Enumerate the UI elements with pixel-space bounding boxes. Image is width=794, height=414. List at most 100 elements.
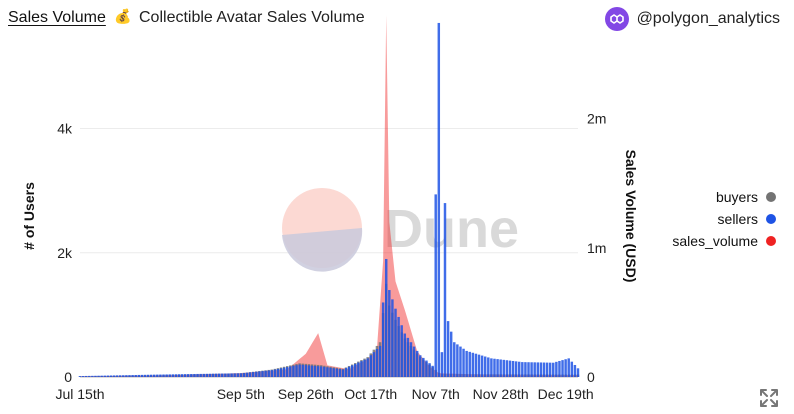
bar-sellers: [171, 374, 175, 377]
bar-sellers: [375, 349, 379, 377]
chart-title-link[interactable]: Sales Volume: [8, 9, 106, 26]
legend-swatch-sellers: [766, 214, 776, 224]
bar-sellers: [221, 373, 224, 377]
bar-sellers: [502, 359, 505, 377]
bar-sellers: [456, 344, 459, 377]
legend-item-sellers[interactable]: sellers: [672, 208, 776, 230]
bar-sellers: [88, 375, 91, 377]
bar-sellers: [431, 365, 434, 377]
bar-sellers: [422, 357, 425, 377]
x-tick-label: Sep 26th: [278, 386, 334, 402]
legend-item-buyers[interactable]: buyers: [672, 186, 776, 208]
bar-sellers: [162, 374, 165, 377]
bar-sellers: [174, 374, 178, 377]
bar-sellers: [570, 361, 574, 377]
bar-sellers: [122, 375, 125, 377]
bar-sellers: [561, 360, 564, 377]
bar-sellers: [360, 361, 363, 377]
y-left-axis-label: # of Users: [21, 182, 37, 250]
bar-sellers: [94, 375, 97, 377]
bar-sellers: [196, 373, 199, 377]
bar-sellers: [344, 368, 348, 377]
legend-swatch-buyers: [766, 192, 776, 202]
bar-sellers: [100, 375, 103, 377]
bar-sellers: [397, 316, 400, 377]
bar-sellers: [459, 346, 462, 377]
bar-sellers: [112, 375, 116, 377]
bar-sellers: [419, 355, 422, 377]
bar-sellers: [323, 366, 326, 377]
bar-sellers: [496, 359, 499, 377]
dune-logo-icon: [282, 228, 363, 272]
bar-sellers: [236, 373, 239, 377]
bar-sellers: [230, 373, 233, 377]
bar-sellers: [440, 352, 444, 377]
bar-sellers: [477, 354, 481, 377]
expand-arrows-icon[interactable]: [758, 387, 780, 409]
y-left-tick-label: 0: [64, 369, 72, 385]
legend-label-sellers: sellers: [717, 211, 758, 227]
bar-sellers: [279, 368, 283, 377]
bar-sellers: [251, 372, 255, 377]
bar-sellers: [227, 373, 230, 377]
bar-sellers: [341, 369, 345, 377]
bar-sellers: [320, 366, 323, 377]
chart-header: Sales Volume 💰 Collectible Avatar Sales …: [8, 6, 794, 32]
bar-sellers: [514, 361, 518, 377]
bar-sellers: [552, 362, 555, 377]
brand-link[interactable]: @polygon_analytics: [604, 6, 780, 32]
bar-sellers: [487, 357, 490, 377]
bar-sellers: [372, 352, 376, 377]
bar-sellers: [335, 368, 338, 377]
bar-sellers: [465, 350, 468, 377]
chart-legend: buyers sellers sales_volume: [672, 186, 776, 252]
bar-sellers: [499, 359, 502, 377]
money-bag-icon: 💰: [114, 8, 132, 24]
y-left-tick-label: 2k: [57, 245, 73, 261]
bar-sellers: [91, 375, 94, 377]
bar-sellers: [558, 360, 561, 377]
bar-sellers: [208, 373, 212, 377]
bar-sellers: [313, 365, 317, 377]
bar-sellers: [573, 364, 577, 377]
bar-sellers: [524, 362, 527, 377]
bar-sellers: [533, 362, 536, 377]
bar-sellers: [412, 346, 416, 377]
bar-sellers: [567, 358, 570, 377]
bar-sellers: [518, 361, 521, 377]
bar-sellers: [128, 375, 131, 377]
bar-sellers: [84, 375, 88, 377]
bar-sellers: [304, 365, 308, 377]
bar-sellers: [140, 374, 144, 377]
bar-sellers: [109, 375, 113, 377]
bar-sellers: [239, 373, 243, 377]
bar-sellers: [282, 367, 286, 377]
bar-sellers: [202, 373, 205, 377]
chart-subtitle: Collectible Avatar Sales Volume: [139, 9, 365, 26]
bar-sellers: [270, 370, 274, 377]
x-tick-label: Oct 17th: [344, 386, 397, 402]
bar-sellers: [205, 373, 209, 377]
bar-sellers: [474, 353, 478, 377]
bar-sellers: [214, 373, 218, 377]
bar-sellers: [363, 359, 366, 377]
bar-sellers: [354, 363, 357, 377]
bar-sellers: [286, 367, 289, 377]
bar-sellers: [289, 366, 292, 377]
bar-sellers: [156, 374, 159, 377]
bar-sellers: [159, 374, 162, 377]
bar-sellers: [301, 364, 304, 377]
watermark-text: Dune: [384, 199, 519, 259]
bar-sellers: [168, 374, 171, 377]
bar-sellers: [165, 374, 168, 377]
bar-sellers: [307, 365, 311, 377]
bar-sellers: [462, 348, 465, 377]
bar-sellers: [267, 370, 270, 377]
bar-sellers: [183, 374, 187, 377]
bar-sellers: [248, 372, 252, 377]
x-tick-label: Jul 15th: [55, 386, 104, 402]
legend-item-sales-volume[interactable]: sales_volume: [672, 230, 776, 252]
bar-sellers: [576, 368, 580, 377]
y-right-tick-label: 1m: [587, 240, 606, 256]
y-left-tick-label: 4k: [57, 121, 73, 137]
